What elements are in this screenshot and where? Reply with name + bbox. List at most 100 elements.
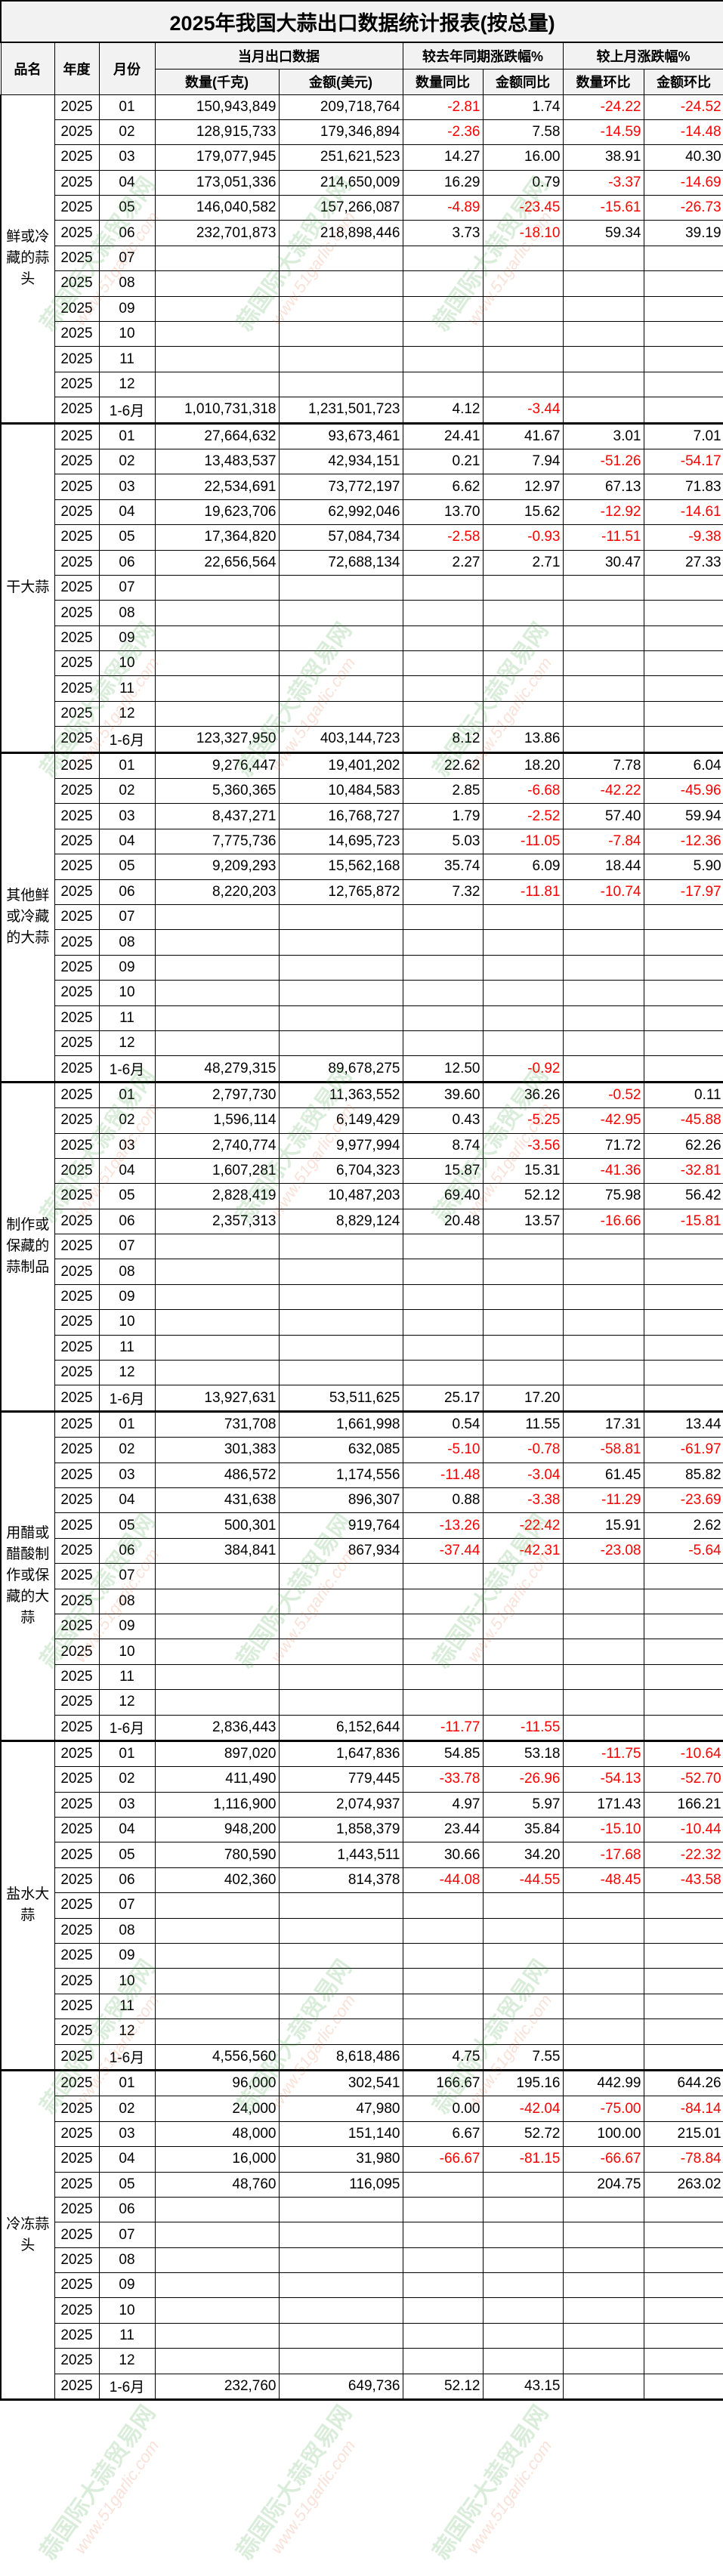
amount-yoy-cell: -6.68 xyxy=(482,778,564,805)
amount-mom-cell: -45.96 xyxy=(643,778,723,805)
amount-mom-cell xyxy=(643,700,723,727)
amount-yoy-cell xyxy=(482,903,564,931)
table-row: 2025 09 xyxy=(1,1613,723,1640)
amount-cell: 93,673,461 xyxy=(278,422,403,449)
amount-yoy-cell xyxy=(482,1613,564,1640)
qty-yoy-cell xyxy=(402,650,484,677)
table-body: 鲜或冷藏的蒜头 2025 01 150,943,849 209,718,764 -2.81… xyxy=(0,94,723,2401)
qty-yoy-cell: 6.62 xyxy=(402,474,484,500)
table-row: 2025 09 xyxy=(1,295,723,323)
header-month: 月份 xyxy=(98,42,156,95)
table-row: 2025 03 48,000 151,140 6.67 52.72 100.00 215.01 xyxy=(1,2120,723,2148)
qty-cell: 48,279,315 xyxy=(154,1055,280,1083)
qty-cell xyxy=(154,2196,280,2223)
amount-mom-cell xyxy=(643,1663,723,1691)
amount-yoy-cell xyxy=(482,1943,564,1969)
qty-yoy-cell xyxy=(402,1993,484,2020)
amount-mom-cell: 56.42 xyxy=(643,1183,723,1209)
qty-cell xyxy=(154,1689,280,1716)
qty-cell: 2,828,419 xyxy=(154,1183,280,1209)
amount-mom-cell: 40.30 xyxy=(643,144,723,171)
amount-mom-cell: 39.19 xyxy=(643,220,723,246)
year-cell: 2025 xyxy=(54,650,100,677)
qty-cell: 2,357,313 xyxy=(154,1208,280,1235)
year-cell: 2025 xyxy=(54,1081,100,1109)
qty-yoy-cell xyxy=(402,1563,484,1589)
qty-yoy-cell: 52.12 xyxy=(402,2373,484,2401)
qty-cell: 384,841 xyxy=(154,1537,280,1564)
qty-mom-cell: -11.29 xyxy=(562,1487,644,1514)
qty-cell: 173,051,336 xyxy=(154,169,280,196)
table-row: 2025 07 xyxy=(1,1234,723,1260)
amount-cell: 919,764 xyxy=(278,1512,403,1539)
month-cell: 09 xyxy=(98,625,156,652)
year-cell: 2025 xyxy=(54,2096,100,2122)
year-cell: 2025 xyxy=(54,169,100,196)
month-cell: 08 xyxy=(98,929,156,956)
qty-mom-cell xyxy=(562,1613,644,1640)
qty-yoy-cell: 8.12 xyxy=(402,726,484,754)
amount-yoy-cell: -11.55 xyxy=(482,1714,564,1742)
qty-yoy-cell: 69.40 xyxy=(402,1183,484,1209)
qty-yoy-cell: 16.29 xyxy=(402,169,484,196)
amount-yoy-cell xyxy=(482,1917,564,1944)
header-qty-yoy: 数量同比 xyxy=(402,68,484,95)
year-cell: 2025 xyxy=(54,1689,100,1716)
month-cell: 06 xyxy=(98,2196,156,2223)
qty-mom-cell xyxy=(562,1360,644,1386)
watermark-logo-text: 蒜国际大蒜贸易网 xyxy=(428,2401,554,2565)
amount-yoy-cell: -3.56 xyxy=(482,1132,564,1159)
year-cell: 2025 xyxy=(54,1663,100,1691)
qty-cell xyxy=(154,1360,280,1386)
amount-cell: 1,443,511 xyxy=(278,1842,403,1868)
amount-cell: 302,541 xyxy=(278,2069,403,2097)
year-cell: 2025 xyxy=(54,2171,100,2198)
table-row: 2025 12 xyxy=(1,2018,723,2045)
amount-cell xyxy=(278,1689,403,1716)
table-row: 2025 10 xyxy=(1,980,723,1006)
amount-cell xyxy=(278,954,403,981)
month-cell: 04 xyxy=(98,1817,156,1843)
qty-cell xyxy=(154,371,280,398)
year-cell: 2025 xyxy=(54,1791,100,1818)
year-cell: 2025 xyxy=(54,828,100,855)
qty-yoy-cell: -37.44 xyxy=(402,1537,484,1564)
qty-cell: 27,664,632 xyxy=(154,422,280,449)
month-cell: 02 xyxy=(98,1766,156,1793)
year-cell: 2025 xyxy=(54,245,100,272)
table-row: 冷冻蒜头 2025 01 96,000 302,541 166.67 195.16 442.9… xyxy=(0,2069,723,2401)
amount-mom-cell: 0.11 xyxy=(643,1081,723,1109)
qty-cell xyxy=(154,1005,280,1031)
qty-cell xyxy=(154,1283,280,1311)
amount-mom-cell xyxy=(643,980,723,1006)
amount-yoy-cell: 12.97 xyxy=(482,474,564,500)
qty-mom-cell: 17.31 xyxy=(562,1410,644,1438)
qty-mom-cell xyxy=(562,2348,644,2374)
qty-yoy-cell xyxy=(402,371,484,398)
header-qty: 数量(千克) xyxy=(154,68,280,95)
month-cell: 05 xyxy=(98,1512,156,1539)
qty-yoy-cell xyxy=(402,1334,484,1361)
table-row: 2025 04 173,051,336 214,650,009 16.29 0.79 -3.… xyxy=(1,169,723,196)
amount-mom-cell: 62.26 xyxy=(643,1132,723,1159)
watermark-url: www.51garlic.com xyxy=(70,2436,163,2558)
month-cell: 03 xyxy=(98,1791,156,1818)
amount-mom-cell xyxy=(643,371,723,398)
table-row: 2025 08 xyxy=(1,1259,723,1285)
amount-yoy-cell: 13.86 xyxy=(482,726,564,754)
amount-mom-cell xyxy=(643,726,723,754)
qty-cell xyxy=(154,1234,280,1260)
amount-cell: 214,650,009 xyxy=(278,169,403,196)
qty-mom-cell: 67.13 xyxy=(562,474,644,500)
amount-yoy-cell: 13.57 xyxy=(482,1208,564,1235)
qty-yoy-cell: -2.36 xyxy=(402,119,484,146)
amount-mom-cell xyxy=(643,1639,723,1665)
amount-yoy-cell: 2.71 xyxy=(482,549,564,576)
month-cell: 02 xyxy=(98,119,156,146)
amount-yoy-cell xyxy=(482,2297,564,2324)
amount-cell: 209,718,764 xyxy=(278,94,403,120)
amount-cell xyxy=(278,2247,403,2274)
qty-cell: 128,915,733 xyxy=(154,119,280,146)
month-cell: 01 xyxy=(98,1740,156,1768)
qty-cell xyxy=(154,1309,280,1336)
